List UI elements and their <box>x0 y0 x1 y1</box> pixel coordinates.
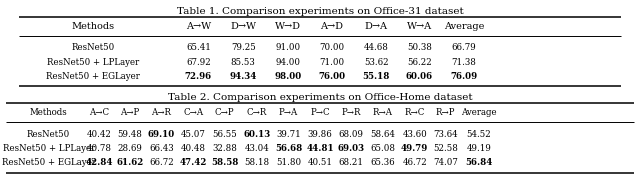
Text: 56.68: 56.68 <box>275 144 302 153</box>
Text: 60.06: 60.06 <box>406 72 433 81</box>
Text: W→D: W→D <box>275 22 301 31</box>
Text: 72.96: 72.96 <box>185 72 212 81</box>
Text: 66.79: 66.79 <box>452 43 476 52</box>
Text: 56.84: 56.84 <box>465 158 492 167</box>
Text: 66.72: 66.72 <box>149 158 173 167</box>
Text: P→C: P→C <box>310 108 330 117</box>
Text: 43.60: 43.60 <box>403 130 427 139</box>
Text: ResNet50 + EGLayer: ResNet50 + EGLayer <box>2 158 95 167</box>
Text: 94.34: 94.34 <box>230 72 257 81</box>
Text: R→A: R→A <box>372 108 393 117</box>
Text: A→P: A→P <box>120 108 140 117</box>
Text: 66.43: 66.43 <box>149 144 173 153</box>
Text: 69.10: 69.10 <box>148 130 175 139</box>
Text: 40.78: 40.78 <box>86 144 112 153</box>
Text: 40.42: 40.42 <box>87 130 111 139</box>
Text: R→P: R→P <box>436 108 455 117</box>
Text: 76.09: 76.09 <box>451 72 477 81</box>
Text: 54.52: 54.52 <box>467 130 491 139</box>
Text: 73.64: 73.64 <box>433 130 458 139</box>
Text: 58.58: 58.58 <box>211 158 238 167</box>
Text: 79.25: 79.25 <box>231 43 255 52</box>
Text: 44.68: 44.68 <box>364 43 388 52</box>
Text: 52.58: 52.58 <box>433 144 458 153</box>
Text: Table 1. Comparison experiments on Office-31 dataset: Table 1. Comparison experiments on Offic… <box>177 7 463 16</box>
Text: 65.36: 65.36 <box>371 158 395 167</box>
Text: ResNet50: ResNet50 <box>27 130 70 139</box>
Text: ResNet50 + LPLayer: ResNet50 + LPLayer <box>47 58 139 67</box>
Text: C→P: C→P <box>215 108 234 117</box>
Text: D→A: D→A <box>365 22 388 31</box>
Text: 39.86: 39.86 <box>308 130 332 139</box>
Text: A→W: A→W <box>186 22 211 31</box>
Text: 71.38: 71.38 <box>452 58 476 67</box>
Text: A→C: A→C <box>89 108 109 117</box>
Text: W→A: W→A <box>406 22 432 31</box>
Text: 56.22: 56.22 <box>407 58 431 67</box>
Text: ResNet50 + LPLayer: ResNet50 + LPLayer <box>3 144 95 153</box>
Text: 60.13: 60.13 <box>243 130 270 139</box>
Text: 47.42: 47.42 <box>180 158 207 167</box>
Text: ResNet50: ResNet50 <box>71 43 115 52</box>
Text: 49.79: 49.79 <box>401 144 428 153</box>
Text: 85.53: 85.53 <box>231 58 255 67</box>
Text: R→C: R→C <box>404 108 425 117</box>
Text: 59.48: 59.48 <box>118 130 142 139</box>
Text: 65.41: 65.41 <box>186 43 211 52</box>
Text: Table 2. Comparison experiments on Office-Home dataset: Table 2. Comparison experiments on Offic… <box>168 93 472 102</box>
Text: 68.21: 68.21 <box>339 158 364 167</box>
Text: 46.72: 46.72 <box>403 158 427 167</box>
Text: 40.51: 40.51 <box>307 158 333 167</box>
Text: 76.00: 76.00 <box>318 72 345 81</box>
Text: 58.18: 58.18 <box>244 158 269 167</box>
Text: 58.64: 58.64 <box>371 130 395 139</box>
Text: 55.18: 55.18 <box>363 72 390 81</box>
Text: 51.80: 51.80 <box>276 158 301 167</box>
Text: 53.62: 53.62 <box>364 58 388 67</box>
Text: 32.88: 32.88 <box>212 144 237 153</box>
Text: 98.00: 98.00 <box>275 72 301 81</box>
Text: 68.09: 68.09 <box>339 130 364 139</box>
Text: 43.04: 43.04 <box>244 144 269 153</box>
Text: Average: Average <box>461 108 497 117</box>
Text: 44.81: 44.81 <box>306 144 334 153</box>
Text: A→R: A→R <box>151 108 172 117</box>
Text: C→A: C→A <box>183 108 204 117</box>
Text: 67.92: 67.92 <box>186 58 211 67</box>
Text: P→R: P→R <box>342 108 361 117</box>
Text: 61.62: 61.62 <box>116 158 143 167</box>
Text: 49.19: 49.19 <box>467 144 491 153</box>
Text: D→W: D→W <box>230 22 256 31</box>
Text: 70.00: 70.00 <box>319 43 344 52</box>
Text: 50.38: 50.38 <box>407 43 431 52</box>
Text: Average: Average <box>444 22 484 31</box>
Text: C→R: C→R <box>246 108 267 117</box>
Text: A→D: A→D <box>320 22 343 31</box>
Text: 74.07: 74.07 <box>433 158 458 167</box>
Text: 71.00: 71.00 <box>319 58 344 67</box>
Text: 39.71: 39.71 <box>276 130 301 139</box>
Text: 69.03: 69.03 <box>338 144 365 153</box>
Text: 94.00: 94.00 <box>275 58 301 67</box>
Text: 56.55: 56.55 <box>212 130 237 139</box>
Text: Methods: Methods <box>71 22 115 31</box>
Text: 91.00: 91.00 <box>275 43 301 52</box>
Text: P→A: P→A <box>279 108 298 117</box>
Text: Methods: Methods <box>30 108 67 117</box>
Text: 40.48: 40.48 <box>180 144 206 153</box>
Text: 45.07: 45.07 <box>181 130 205 139</box>
Text: 28.69: 28.69 <box>118 144 142 153</box>
Text: 42.84: 42.84 <box>86 158 113 167</box>
Text: 65.08: 65.08 <box>370 144 396 153</box>
Text: ResNet50 + EGLayer: ResNet50 + EGLayer <box>46 72 140 81</box>
